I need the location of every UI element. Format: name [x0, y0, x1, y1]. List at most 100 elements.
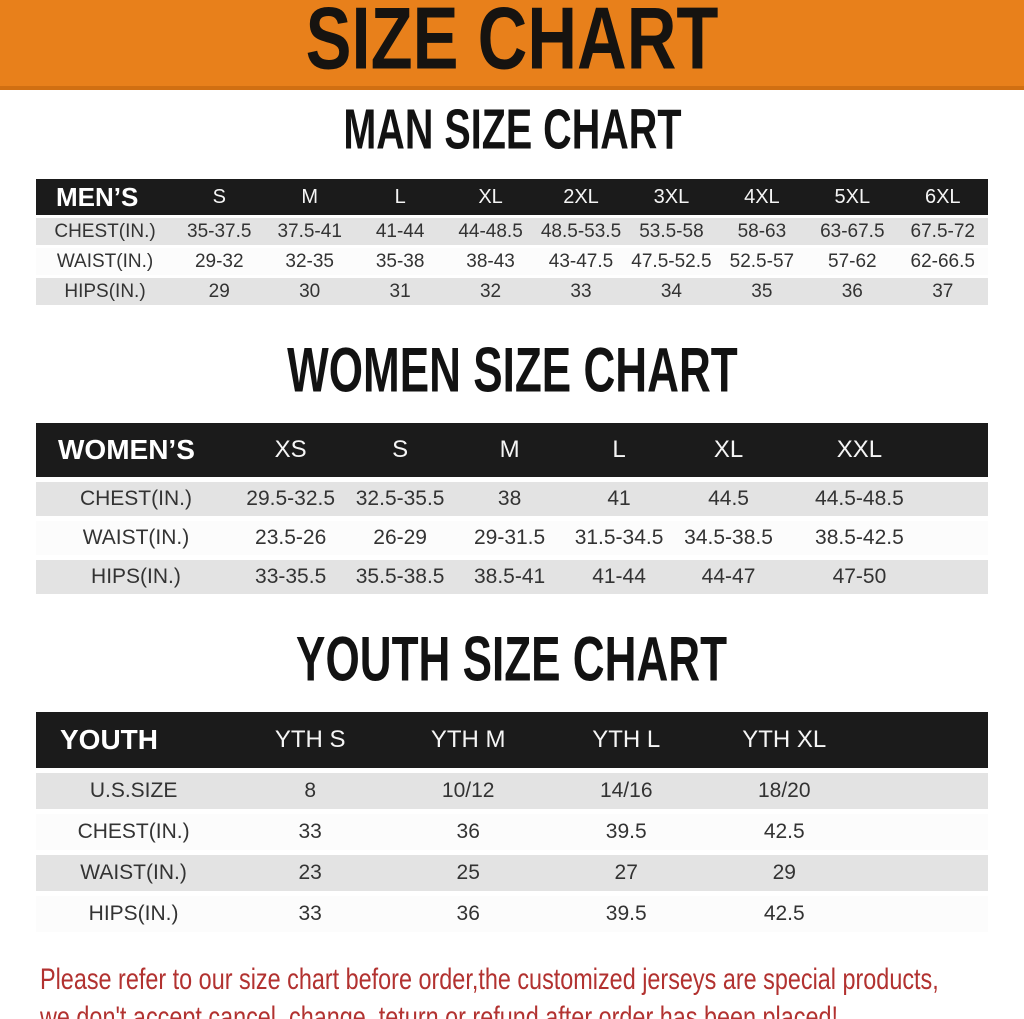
measurement-value: 32.5-35.5 — [345, 482, 455, 516]
youth-section-heading: YOUTH SIZE CHART — [0, 624, 1024, 695]
measurement-value: 35-38 — [354, 248, 446, 275]
row-label: CHEST(IN.) — [36, 482, 236, 516]
table-row: U.S.SIZE 8 10/12 14/16 18/20 — [36, 773, 988, 809]
measurement-value: 37 — [897, 278, 988, 305]
measurement-value: 41-44 — [564, 560, 674, 594]
measurement-value: 38.5-41 — [454, 560, 565, 594]
measurement-value: 58-63 — [716, 218, 808, 245]
measurement-value: 32 — [445, 278, 536, 305]
measurement-value: 41 — [564, 482, 674, 516]
measurement-value: 29 — [705, 855, 864, 891]
table-corner-label: MEN’S — [36, 179, 175, 215]
measurement-value: 27 — [547, 855, 706, 891]
size-column-header: XS — [235, 423, 346, 477]
women-size-table: WOMEN’S XS S M L XL XXL CHEST(IN.) 29.5-32.5 32.5… — [36, 418, 988, 599]
table-corner-label: YOUTH — [36, 712, 232, 768]
measurement-value: 14/16 — [547, 773, 706, 809]
measurement-value: 42.5 — [705, 814, 864, 850]
measurement-value: 38 — [454, 482, 565, 516]
measurement-value: 47.5-52.5 — [626, 248, 717, 275]
measurement-value: 37.5-41 — [264, 218, 355, 245]
size-column-header: 2XL — [535, 179, 627, 215]
measurement-value: 23.5-26 — [235, 521, 346, 555]
measurement-value: 36 — [389, 896, 548, 932]
women-section-heading-text: WOMEN SIZE CHART — [286, 335, 738, 406]
measurement-value: 33-35.5 — [235, 560, 346, 594]
row-label: HIPS(IN.) — [36, 560, 236, 594]
size-column-header: YTH L — [547, 712, 706, 768]
measurement-value: 35 — [716, 278, 808, 305]
row-spacer — [863, 814, 988, 850]
youth-size-table: YOUTH YTH S YTH M YTH L YTH XL U.S.SIZE 8 10/12… — [36, 707, 988, 937]
table-header-row: WOMEN’S XS S M L XL XXL — [36, 423, 988, 477]
measurement-value: 25 — [389, 855, 548, 891]
measurement-value: 53.5-58 — [626, 218, 717, 245]
disclaimer-line-2: we don't accept cancel, change, teturn o… — [40, 1001, 838, 1019]
disclaimer-note: Please refer to our size chart before or… — [40, 961, 1024, 1019]
table-header-row: YOUTH YTH S YTH M YTH L YTH XL — [36, 712, 988, 768]
measurement-value: 44.5-48.5 — [783, 482, 936, 516]
measurement-value: 10/12 — [389, 773, 548, 809]
size-column-header: S — [345, 423, 455, 477]
measurement-value: 31 — [354, 278, 446, 305]
disclaimer-line-1: Please refer to our size chart before or… — [40, 963, 939, 996]
measurement-value: 36 — [807, 278, 898, 305]
banner-title: SIZE CHART — [305, 0, 719, 88]
table-row: WAIST(IN.) 23 25 27 29 — [36, 855, 988, 891]
table-row: CHEST(IN.) 35-37.5 37.5-41 41-44 44-48.5 48.5… — [36, 218, 988, 245]
measurement-value: 30 — [264, 278, 355, 305]
measurement-value: 44.5 — [673, 482, 784, 516]
table-row: WAIST(IN.) 29-32 32-35 35-38 38-43 43-47.5 47.… — [36, 248, 988, 275]
size-column-header: YTH XL — [705, 712, 864, 768]
measurement-value: 35.5-38.5 — [345, 560, 455, 594]
table-corner-label: WOMEN’S — [36, 423, 236, 477]
size-column-header: YTH S — [231, 712, 390, 768]
measurement-value: 62-66.5 — [897, 248, 988, 275]
measurement-value: 35-37.5 — [174, 218, 265, 245]
measurement-value: 23 — [231, 855, 390, 891]
measurement-value: 39.5 — [547, 896, 706, 932]
measurement-value: 38-43 — [445, 248, 536, 275]
row-label: HIPS(IN.) — [36, 278, 175, 305]
measurement-value: 67.5-72 — [897, 218, 988, 245]
measurement-value: 41-44 — [354, 218, 446, 245]
measurement-value: 52.5-57 — [716, 248, 808, 275]
man-section-heading: MAN SIZE CHART — [0, 102, 1024, 158]
size-column-header: XXL — [783, 423, 936, 477]
table-row: CHEST(IN.) 29.5-32.5 32.5-35.5 38 41 44.5 44.5… — [36, 482, 988, 516]
row-spacer — [863, 896, 988, 932]
row-label: CHEST(IN.) — [36, 814, 232, 850]
size-column-header: XL — [445, 179, 536, 215]
table-row: HIPS(IN.) 33-35.5 35.5-38.5 38.5-41 41-44 44-… — [36, 560, 988, 594]
measurement-value: 48.5-53.5 — [535, 218, 627, 245]
measurement-value: 47-50 — [783, 560, 936, 594]
row-spacer — [863, 855, 988, 891]
size-chart-banner: SIZE CHART — [0, 0, 1024, 90]
measurement-value: 57-62 — [807, 248, 898, 275]
measurement-value: 34.5-38.5 — [673, 521, 784, 555]
row-label: WAIST(IN.) — [36, 521, 236, 555]
measurement-value: 29 — [174, 278, 265, 305]
measurement-value: 33 — [535, 278, 627, 305]
measurement-value: 38.5-42.5 — [783, 521, 936, 555]
row-label: WAIST(IN.) — [36, 855, 232, 891]
measurement-value: 44-47 — [673, 560, 784, 594]
header-spacer — [863, 712, 988, 768]
table-row: HIPS(IN.) 29 30 31 32 33 34 35 36 37 — [36, 278, 988, 305]
measurement-value: 42.5 — [705, 896, 864, 932]
measurement-value: 18/20 — [705, 773, 864, 809]
row-spacer — [935, 482, 988, 516]
measurement-value: 31.5-34.5 — [564, 521, 674, 555]
measurement-value: 29-31.5 — [454, 521, 565, 555]
row-label: CHEST(IN.) — [36, 218, 175, 245]
row-spacer — [935, 560, 988, 594]
size-column-header: 3XL — [626, 179, 717, 215]
header-spacer — [935, 423, 988, 477]
measurement-value: 29-32 — [174, 248, 265, 275]
measurement-value: 39.5 — [547, 814, 706, 850]
youth-section-heading-text: YOUTH SIZE CHART — [296, 624, 728, 695]
size-column-header: L — [564, 423, 674, 477]
women-section-heading: WOMEN SIZE CHART — [0, 335, 1024, 406]
table-header-row: MEN’S S M L XL 2XL 3XL 4XL 5XL 6XL — [36, 179, 988, 215]
row-label: U.S.SIZE — [36, 773, 232, 809]
